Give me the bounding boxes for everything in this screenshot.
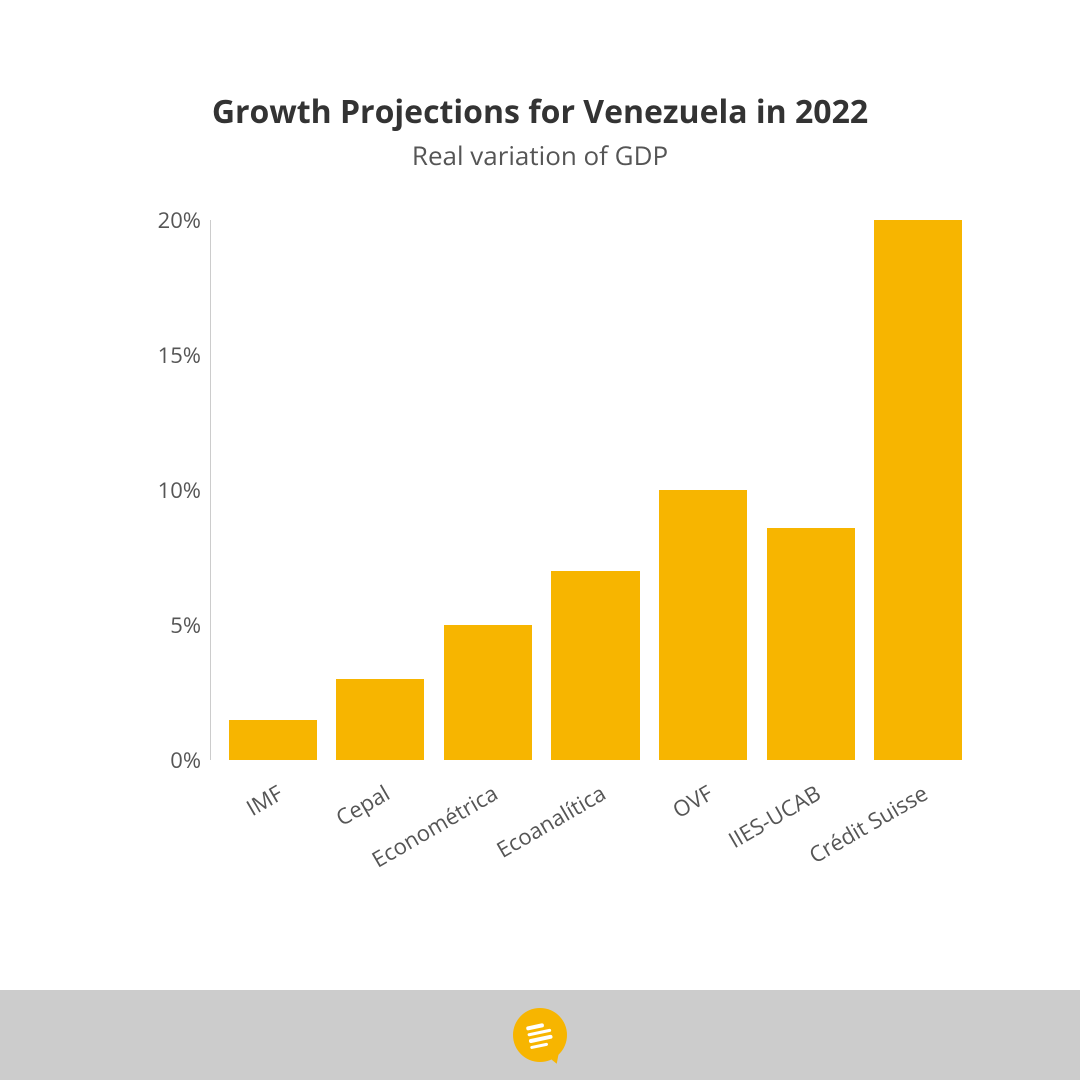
y-tick-label: 20% [141,205,201,235]
x-tick-label: IMF [273,759,320,804]
bar [659,490,747,760]
bar [229,720,317,761]
bar-slot: Cepal [327,220,435,760]
y-tick-label: 0% [141,745,201,775]
bar [551,571,639,760]
bar-slot: IIES-UCAB [757,220,865,760]
bar-slot: IMF [219,220,327,760]
plot-region: IMFCepalEconométricaEcoanalíticaOVFIIES-… [210,220,980,760]
bar [767,528,855,760]
chart-title: Growth Projections for Venezuela in 2022 [0,90,1080,133]
logo-tail-icon [548,1052,563,1066]
bar-slot: OVF [649,220,757,760]
x-tick-label: OVF [703,757,754,804]
bar [444,625,532,760]
bar-slot: Econométrica [434,220,542,760]
bar [874,220,962,760]
brand-logo-icon [513,1008,567,1062]
chart-area: IMFCepalEconométricaEcoanalíticaOVFIIES-… [140,220,980,790]
title-block: Growth Projections for Venezuela in 2022… [0,0,1080,173]
logo-lines-icon [526,1021,554,1048]
bars-container: IMFCepalEconométricaEcoanalíticaOVFIIES-… [211,220,980,760]
bar [336,679,424,760]
y-tick-label: 15% [141,340,201,370]
footer-bar [0,990,1080,1080]
y-tick-label: 5% [141,610,201,640]
y-tick-label: 10% [141,475,201,505]
bar-slot: Crédit Suisse [864,220,972,760]
chart-subtitle: Real variation of GDP [0,137,1080,173]
bar-slot: Ecoanalítica [542,220,650,760]
